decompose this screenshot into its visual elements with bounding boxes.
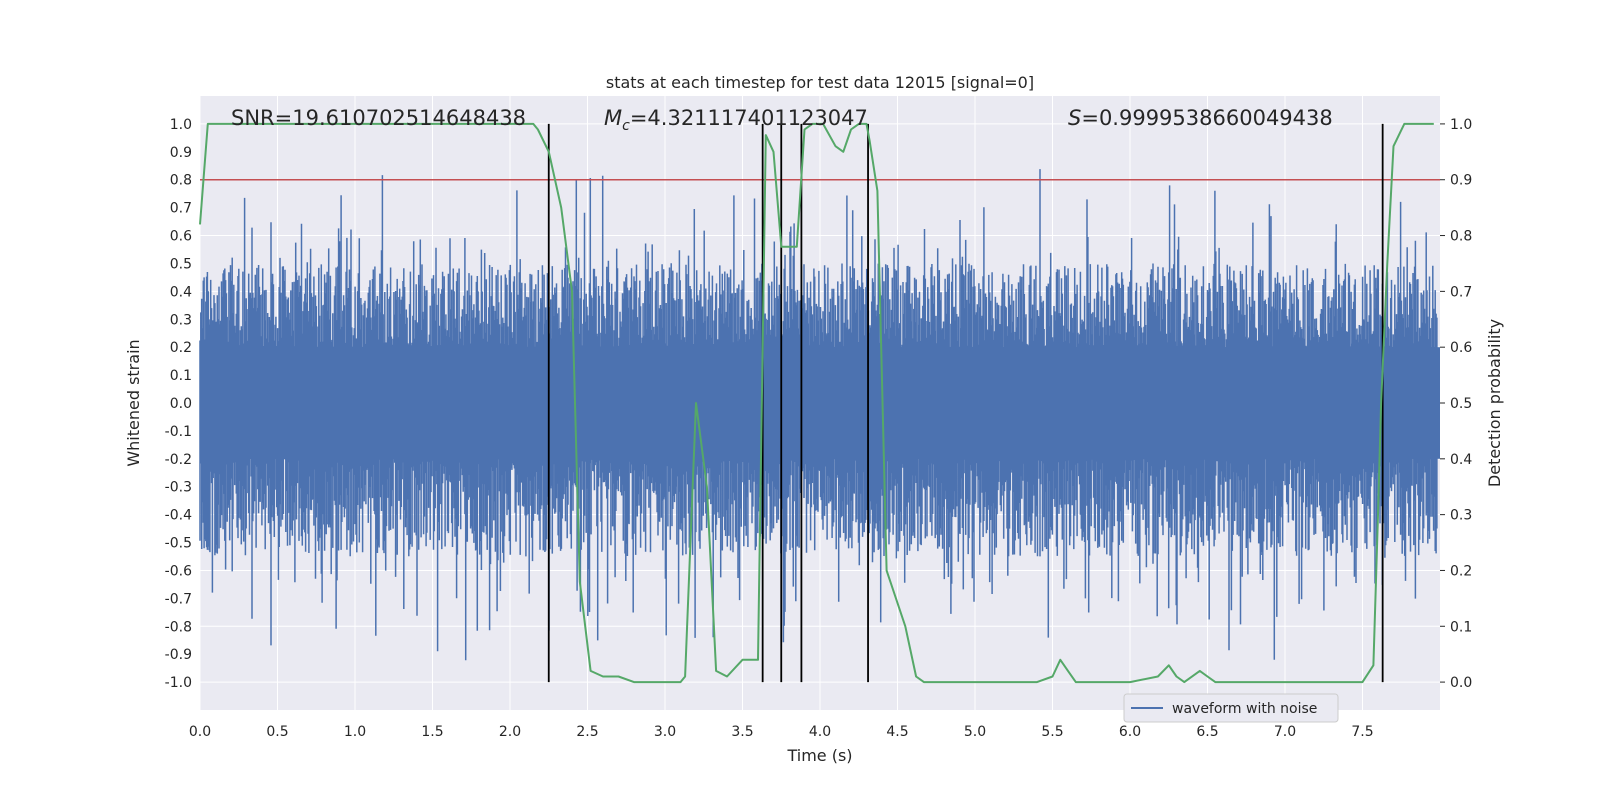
- y-tick-label: -0.4: [165, 508, 192, 524]
- chart-title: stats at each timestep for test data 120…: [606, 73, 1034, 92]
- x-tick-label: 6.5: [1196, 724, 1218, 740]
- y-tick-label: 0.0: [170, 396, 192, 412]
- y2-tick-label: 0.1: [1450, 619, 1472, 635]
- y2-tick-label: 0.4: [1450, 452, 1472, 468]
- y-tick-label: 0.9: [170, 145, 192, 161]
- y-tick-label: 0.4: [170, 284, 192, 300]
- x-tick-label: 5.5: [1041, 724, 1063, 740]
- y-tick-label: 0.6: [170, 229, 192, 245]
- s-annotation: S=0.9999538660049438: [1068, 106, 1333, 130]
- y-tick-label: 0.5: [170, 256, 192, 272]
- x-tick-label: 1.0: [344, 724, 366, 740]
- x-tick-label: 0.5: [266, 724, 288, 740]
- y-tick-label: -0.1: [165, 424, 192, 440]
- legend-box: [1123, 693, 1339, 723]
- x-tick-label: 1.5: [421, 724, 443, 740]
- snr-annotation: SNR=19.610702514648438: [231, 106, 526, 130]
- y2-tick-label: 0.8: [1450, 229, 1472, 245]
- y2-tick-label: 0.3: [1450, 508, 1472, 524]
- x-tick-label: 2.5: [576, 724, 598, 740]
- y-tick-label: 0.7: [170, 201, 192, 217]
- y-tick-label: -0.7: [165, 591, 192, 607]
- x-tick-label: 3.5: [731, 724, 753, 740]
- x-tick-label: 7.5: [1351, 724, 1373, 740]
- y-tick-label: 1.0: [170, 117, 192, 133]
- s-symbol: S: [1068, 106, 1081, 130]
- axis-ticks: 0.0 0.5 1.0 1.5 2.0 2.5 3.0 3.5 4.0 4.5 5.0 5.5 6.0 6…: [165, 117, 1473, 740]
- waveform-core: [200, 347, 1440, 459]
- chirp-mass-annotation: Mc=4.321117401123047: [604, 106, 868, 134]
- y-tick-label: 0.2: [170, 340, 192, 356]
- mc-subscript: c: [622, 118, 630, 134]
- x-tick-label: 6.0: [1119, 724, 1141, 740]
- x-tick-label: 7.0: [1274, 724, 1296, 740]
- y-tick-label: -0.6: [165, 563, 192, 579]
- x-tick-label: 5.0: [964, 724, 986, 740]
- x-tick-label: 3.0: [654, 724, 676, 740]
- y-tick-label: -0.3: [165, 480, 192, 496]
- legend-label: waveform with noise: [1172, 701, 1317, 717]
- detection-probability-line: [199, 122, 1434, 684]
- y-tick-label: 0.3: [170, 312, 192, 328]
- overlay-lines: [199, 122, 1440, 684]
- y-tick-label: 0.8: [170, 173, 192, 189]
- y2-tick-label: 0.0: [1450, 675, 1472, 691]
- y2-tick-label: 0.5: [1450, 396, 1472, 412]
- y2-tick-label: 0.6: [1450, 340, 1472, 356]
- y-tick-label: -0.2: [165, 452, 192, 468]
- y2-tick-label: 1.0: [1450, 117, 1472, 133]
- x-tick-label: 2.0: [499, 724, 521, 740]
- mc-symbol: M: [604, 106, 622, 130]
- legend: waveform with noise: [1123, 693, 1339, 723]
- s-value: =0.9999538660049438: [1081, 106, 1332, 130]
- y-tick-label: 0.1: [170, 368, 192, 384]
- y2-tick-label: 0.9: [1450, 173, 1472, 189]
- x-tick-label: 4.5: [886, 724, 908, 740]
- y2-tick-label: 0.7: [1450, 284, 1472, 300]
- y-tick-label: -0.8: [165, 619, 192, 635]
- y-tick-label: -0.5: [165, 536, 192, 552]
- x-tick-label: 0.0: [189, 724, 211, 740]
- y-axis-label: Whitened strain: [124, 339, 143, 466]
- y2-axis-label: Detection probability: [1485, 319, 1504, 487]
- y-tick-label: -0.9: [165, 647, 192, 663]
- y2-tick-label: 0.2: [1450, 563, 1472, 579]
- x-axis-label: Time (s): [786, 746, 852, 765]
- waveform-noise-series: [199, 169, 1440, 661]
- x-tick-label: 4.0: [809, 724, 831, 740]
- mc-value: =4.321117401123047: [630, 106, 868, 130]
- y-tick-label: -1.0: [165, 675, 192, 691]
